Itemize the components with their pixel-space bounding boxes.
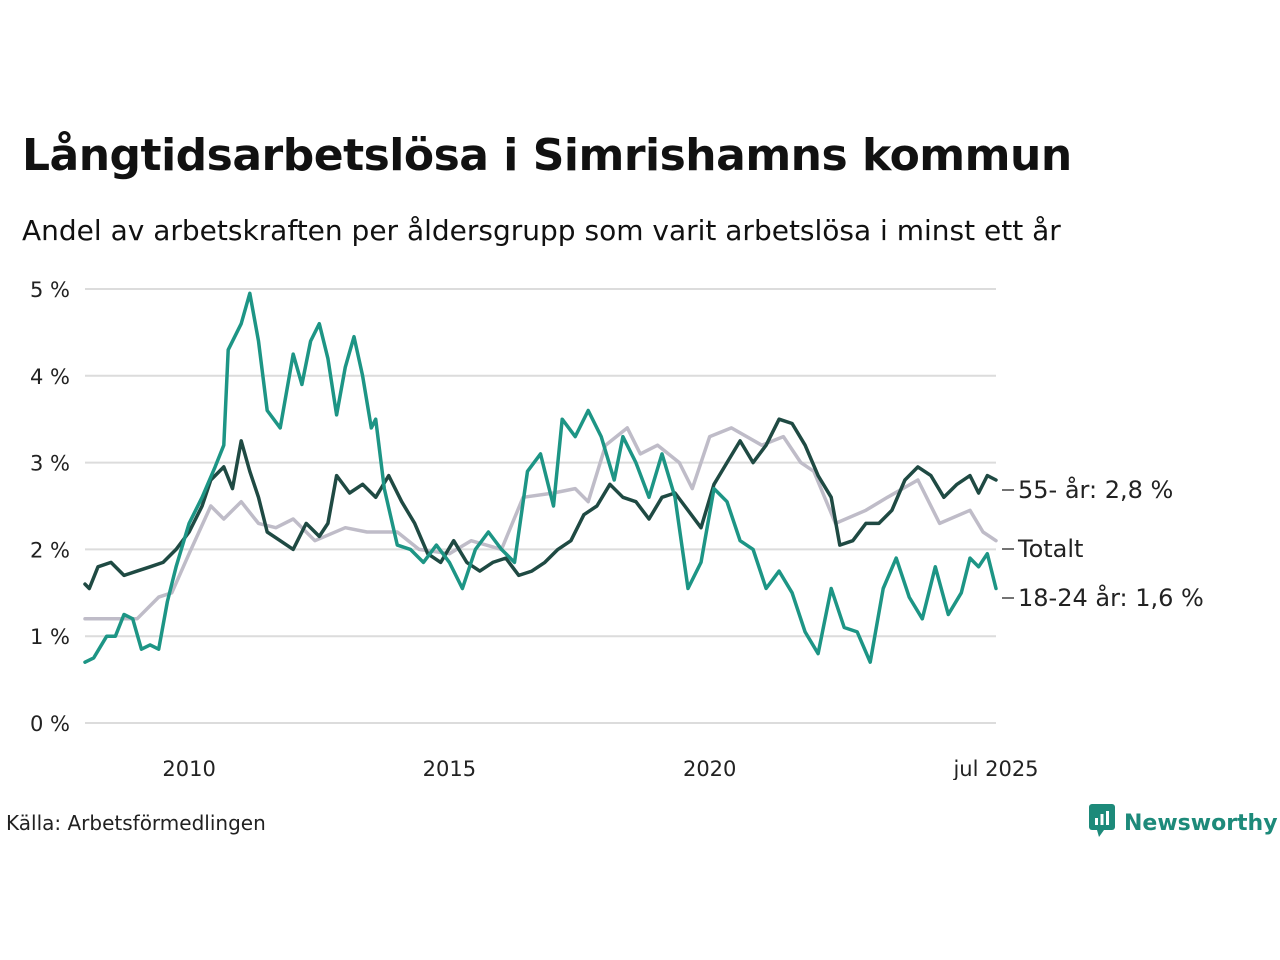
series-end-label: 18-24 år: 1,6 % <box>1018 583 1204 612</box>
y-tick-label: 3 % <box>30 452 70 476</box>
source-note: Källa: Arbetsförmedlingen <box>6 811 266 835</box>
series-line <box>83 417 998 591</box>
series-line <box>83 291 998 664</box>
y-axis: 0 % 1 % 2 % 3 % 4 % 5 % <box>30 278 70 736</box>
x-axis: 2010 2015 2020 jul 2025 <box>162 757 1038 780</box>
y-tick-label: 0 % <box>30 712 70 736</box>
y-tick-label: 1 % <box>30 625 70 649</box>
newsworthy-logo[interactable]: Newsworthy <box>1088 803 1278 843</box>
y-tick-label: 2 % <box>30 538 70 562</box>
series-line <box>83 426 998 621</box>
newsworthy-logo-icon <box>1088 803 1116 843</box>
newsworthy-wordmark: Newsworthy <box>1124 810 1278 836</box>
x-tick-label: 2020 <box>683 757 736 780</box>
series-end-label: Totalt <box>1017 535 1083 563</box>
chart-title: Långtidsarbetslösa i Simrishamns kommun <box>22 130 1072 181</box>
x-tick-label: 2010 <box>162 757 215 780</box>
series-end-label: 55- år: 2,8 % <box>1018 475 1173 504</box>
grid-lines <box>85 288 996 724</box>
series-lines <box>83 291 998 664</box>
y-tick-label: 5 % <box>30 278 70 302</box>
y-tick-label: 4 % <box>30 365 70 389</box>
x-tick-label: 2015 <box>423 757 476 780</box>
x-tick-label: jul 2025 <box>952 757 1038 780</box>
series-end-labels: Totalt 55- år: 2,8 % 18-24 år: 1,6 % <box>1002 475 1204 612</box>
line-chart: 0 %1 %2 %3 %4 %5 % 2010 2015 2020 jul 2025 … <box>30 278 1204 780</box>
chart-subtitle: Andel av arbetskraften per åldersgrupp s… <box>22 214 1061 247</box>
